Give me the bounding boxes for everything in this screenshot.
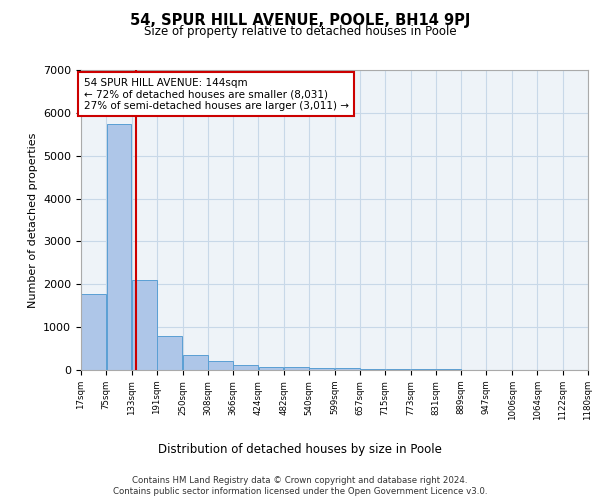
- Text: Contains HM Land Registry data © Crown copyright and database right 2024.: Contains HM Land Registry data © Crown c…: [132, 476, 468, 485]
- Bar: [335, 368, 360, 370]
- Bar: [259, 366, 283, 370]
- Bar: [183, 356, 208, 370]
- Text: Distribution of detached houses by size in Poole: Distribution of detached houses by size …: [158, 442, 442, 456]
- Bar: [284, 367, 309, 370]
- Y-axis label: Number of detached properties: Number of detached properties: [28, 132, 38, 308]
- Bar: [411, 369, 436, 370]
- Bar: [386, 369, 410, 370]
- Text: Contains public sector information licensed under the Open Government Licence v3: Contains public sector information licen…: [113, 488, 487, 496]
- Bar: [360, 368, 385, 370]
- Bar: [208, 362, 233, 370]
- Bar: [132, 280, 157, 370]
- Text: 54, SPUR HILL AVENUE, POOLE, BH14 9PJ: 54, SPUR HILL AVENUE, POOLE, BH14 9PJ: [130, 12, 470, 28]
- Text: 54 SPUR HILL AVENUE: 144sqm
← 72% of detached houses are smaller (8,031)
27% of : 54 SPUR HILL AVENUE: 144sqm ← 72% of det…: [83, 78, 349, 110]
- Bar: [233, 366, 258, 370]
- Bar: [107, 124, 131, 370]
- Bar: [157, 336, 182, 370]
- Bar: [81, 294, 106, 370]
- Text: Size of property relative to detached houses in Poole: Size of property relative to detached ho…: [143, 25, 457, 38]
- Bar: [309, 368, 334, 370]
